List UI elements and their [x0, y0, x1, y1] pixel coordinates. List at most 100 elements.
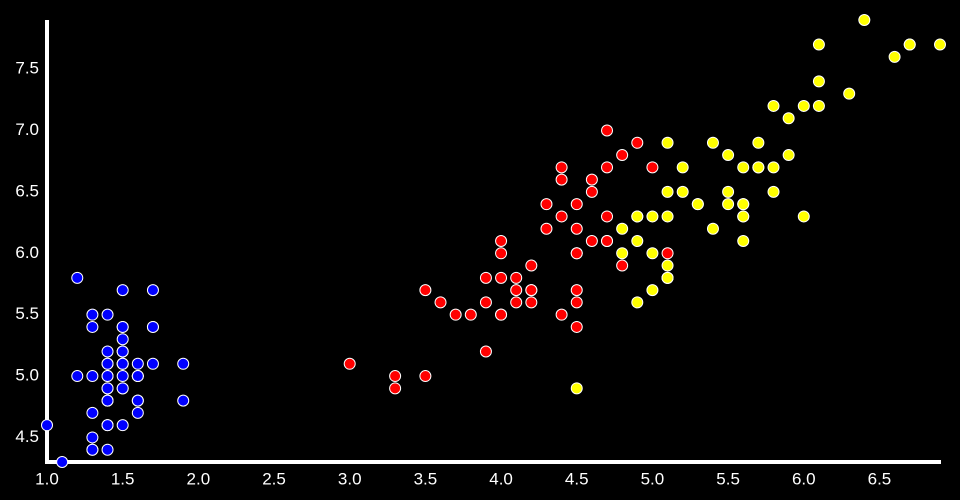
x-tick-label: 1.0 — [35, 469, 59, 488]
point — [661, 136, 674, 149]
point — [479, 271, 492, 284]
point — [146, 357, 159, 370]
point — [101, 357, 114, 370]
point — [434, 296, 447, 309]
point — [419, 370, 432, 383]
point — [555, 210, 568, 223]
point — [116, 370, 129, 383]
point — [661, 259, 674, 272]
point — [389, 370, 402, 383]
point — [706, 222, 719, 235]
point — [71, 271, 84, 284]
point — [86, 443, 99, 456]
point — [646, 210, 659, 223]
point — [934, 38, 946, 51]
point — [570, 320, 583, 333]
point — [131, 394, 144, 407]
point — [631, 296, 644, 309]
point — [888, 50, 901, 63]
point — [131, 406, 144, 419]
point — [177, 394, 190, 407]
point — [722, 198, 735, 211]
point — [86, 320, 99, 333]
point — [86, 406, 99, 419]
x-tick-label: 6.0 — [792, 469, 816, 488]
point — [601, 161, 614, 174]
point — [101, 419, 114, 432]
point — [510, 271, 523, 284]
point — [752, 136, 765, 149]
point — [540, 198, 553, 211]
point — [646, 284, 659, 297]
point — [101, 382, 114, 395]
point — [661, 210, 674, 223]
point — [116, 357, 129, 370]
y-tick-label: 4.5 — [15, 427, 39, 446]
point — [782, 149, 795, 162]
x-tick-label: 2.0 — [187, 469, 211, 488]
point — [616, 247, 629, 260]
point — [782, 112, 795, 125]
point — [767, 185, 780, 198]
point — [661, 185, 674, 198]
point — [616, 222, 629, 235]
point — [86, 370, 99, 383]
point — [767, 99, 780, 112]
point — [601, 124, 614, 137]
y-tick-label: 7.0 — [15, 120, 39, 139]
x-tick-label: 5.0 — [641, 469, 665, 488]
point — [177, 357, 190, 370]
point — [510, 296, 523, 309]
x-tick-label: 3.0 — [338, 469, 362, 488]
point — [676, 161, 689, 174]
point — [812, 99, 825, 112]
point — [767, 161, 780, 174]
point — [131, 357, 144, 370]
point — [116, 382, 129, 395]
point — [570, 222, 583, 235]
point — [616, 259, 629, 272]
x-tick-label: 6.5 — [868, 469, 892, 488]
point — [86, 308, 99, 321]
point — [812, 38, 825, 51]
point — [116, 419, 129, 432]
point — [570, 284, 583, 297]
point — [555, 308, 568, 321]
point — [601, 210, 614, 223]
x-tick-label: 2.5 — [262, 469, 286, 488]
point — [525, 296, 538, 309]
point — [737, 161, 750, 174]
x-tick-label: 4.5 — [565, 469, 589, 488]
point — [737, 235, 750, 247]
point — [585, 235, 598, 247]
point — [479, 345, 492, 358]
point — [101, 345, 114, 358]
point — [691, 198, 704, 211]
point — [858, 14, 871, 26]
x-tick-label: 5.5 — [716, 469, 740, 488]
point — [495, 247, 508, 260]
point — [101, 443, 114, 456]
point — [631, 235, 644, 247]
point — [737, 210, 750, 223]
y-tick-label: 6.0 — [15, 243, 39, 262]
point — [56, 456, 69, 468]
y-tick-label: 6.5 — [15, 181, 39, 200]
point — [525, 259, 538, 272]
point — [646, 247, 659, 260]
point — [555, 173, 568, 186]
point — [419, 284, 432, 297]
point — [706, 136, 719, 149]
point — [661, 247, 674, 260]
point — [570, 382, 583, 395]
point — [131, 370, 144, 383]
point — [631, 210, 644, 223]
point — [464, 308, 477, 321]
point — [843, 87, 856, 100]
point — [903, 38, 916, 51]
point — [812, 75, 825, 88]
point — [540, 222, 553, 235]
point — [585, 185, 598, 198]
